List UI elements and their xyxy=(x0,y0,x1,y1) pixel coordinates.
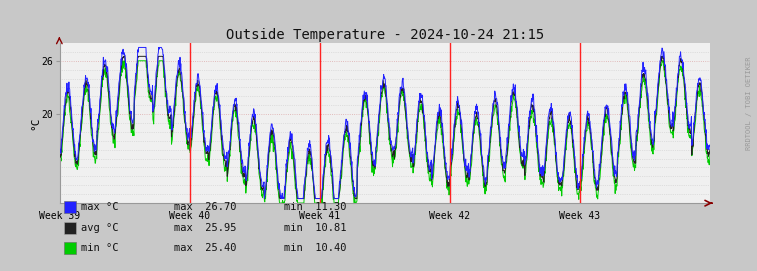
Y-axis label: °C: °C xyxy=(30,116,40,130)
Text: max  26.70: max 26.70 xyxy=(174,202,237,212)
Text: min  10.81: min 10.81 xyxy=(284,223,347,233)
Text: RRDTOOL / TOBI OETIKER: RRDTOOL / TOBI OETIKER xyxy=(746,56,752,150)
Text: max  25.95: max 25.95 xyxy=(174,223,237,233)
Text: avg °C: avg °C xyxy=(81,223,119,233)
Title: Outside Temperature - 2024-10-24 21:15: Outside Temperature - 2024-10-24 21:15 xyxy=(226,28,544,42)
Text: min °C: min °C xyxy=(81,243,119,253)
Text: max °C: max °C xyxy=(81,202,119,212)
Text: min  10.40: min 10.40 xyxy=(284,243,347,253)
Text: max  25.40: max 25.40 xyxy=(174,243,237,253)
Text: min  11.30: min 11.30 xyxy=(284,202,347,212)
